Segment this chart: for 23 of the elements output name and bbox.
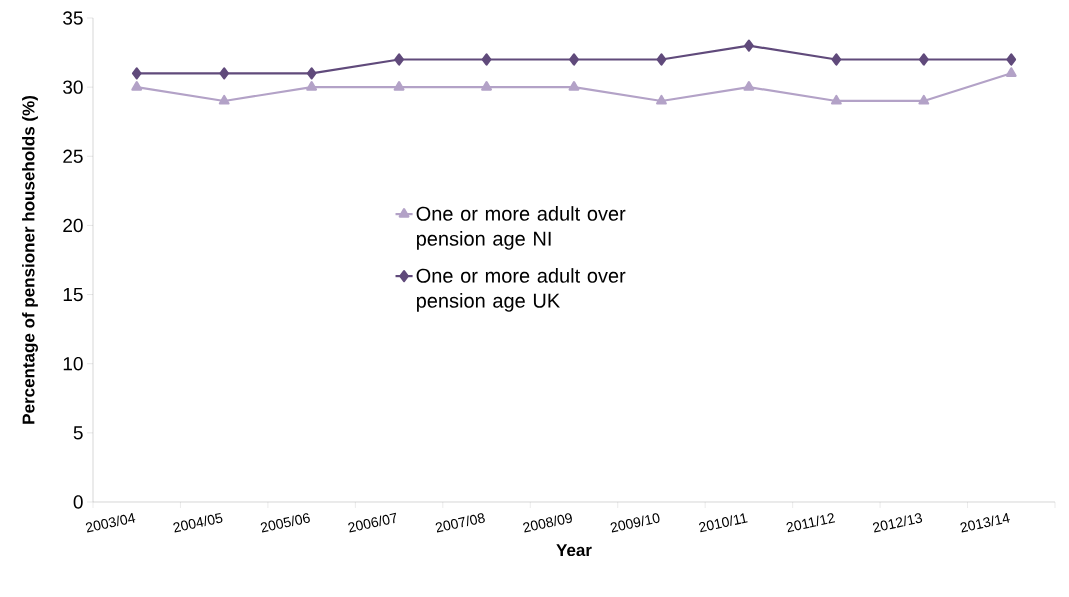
y-tick-label: 25 (63, 149, 83, 164)
x-tick-label: 2009/10 (610, 513, 660, 533)
x-tick-label: 2003/04 (85, 513, 136, 533)
x-tick-label: 2006/07 (348, 512, 396, 533)
y-tick-label: 35 (63, 11, 83, 25)
y-axis-title: Percentage of pensioner households (%) (22, 96, 38, 424)
x-axis-title: Year (556, 544, 592, 557)
x-tick-label: 2011/12 (786, 513, 836, 533)
y-tick-label: 15 (63, 287, 83, 302)
x-tick-label: 2007/08 (435, 513, 485, 533)
x-tick-label: 2010/11 (699, 513, 748, 533)
x-tick-label: 2012/13 (872, 513, 923, 533)
y-tick-label: 20 (63, 218, 83, 233)
y-tick-label: 30 (63, 80, 83, 94)
y-tick-label: 10 (63, 356, 83, 371)
y-tick-label: 0 (73, 495, 83, 509)
legend-label: One or more adult over pension age NI (416, 206, 626, 250)
legend-label: One or more adult over pension age UK (416, 268, 626, 312)
x-tick-label: 2004/05 (173, 512, 223, 533)
x-tick-label: 2005/06 (260, 513, 310, 533)
x-tick-label: 2013/14 (960, 513, 1010, 533)
x-tick-label: 2008/09 (523, 513, 572, 533)
y-tick-label: 5 (73, 426, 83, 440)
